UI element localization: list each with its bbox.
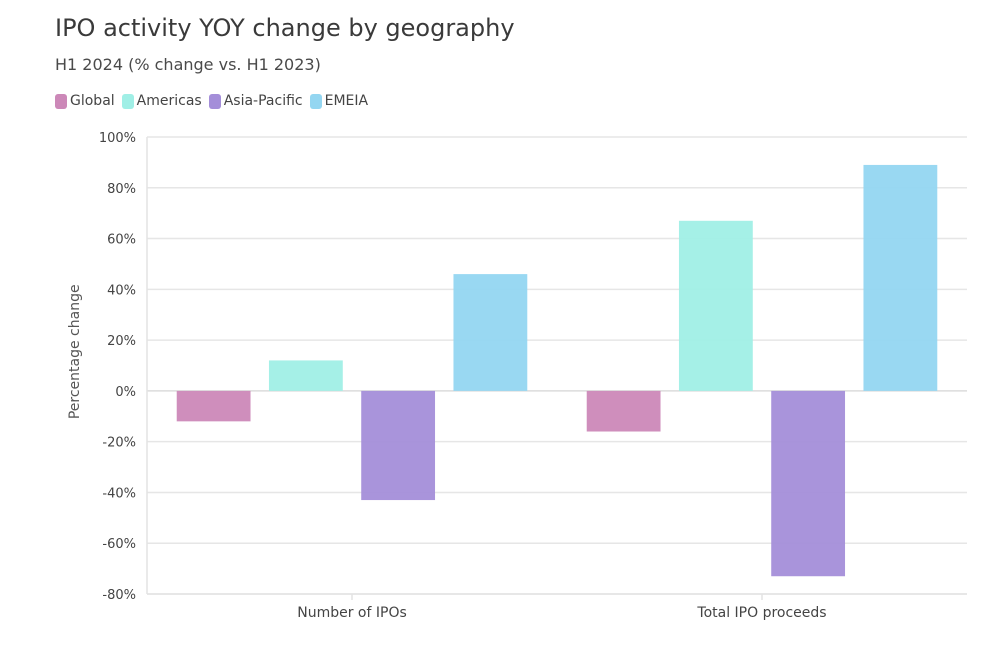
x-category-label-total-ipo-proceeds: Total IPO proceeds [696,605,826,621]
y-tick-label: 20% [107,334,136,349]
legend-swatch-asia-pacific [208,93,221,109]
bar-global-total-ipo-proceeds[interactable] [586,390,661,432]
bar-americas-number-of-ipos[interactable] [268,360,343,391]
axis-labels: -80% -60% -40% -20% 0% 20% 40% 60% 80% 100% Number… [67,131,827,621]
bar-emeia-number-of-ipos[interactable] [453,274,528,391]
y-tick-label: -40% [102,486,136,501]
chart-legend: Global Americas Asia-Pacific EMEIA [55,93,375,109]
y-tick-label: 40% [107,283,136,298]
legend-item-americas[interactable]: Americas [121,93,202,109]
y-tick-label: -80% [102,588,136,603]
legend-label-emeia: EMEIA [324,93,369,109]
legend-item-global[interactable]: Global [55,93,115,109]
bar-emeia-total-ipo-proceeds[interactable] [863,164,938,391]
bar-asia-pacific-total-ipo-proceeds[interactable] [771,390,846,577]
y-tick-label: 100% [99,131,136,146]
legend-swatch-emeia [309,93,322,109]
bar-global-number-of-ipos[interactable] [176,390,251,422]
legend-swatch-americas [121,93,134,109]
bar-americas-total-ipo-proceeds[interactable] [678,220,753,391]
y-tick-label: -20% [102,436,136,451]
bar-asia-pacific-number-of-ipos[interactable] [361,390,436,501]
bars [176,164,938,577]
y-tick-label: -60% [102,537,136,552]
legend-label-global: Global [70,93,115,109]
legend-label-asia-pacific: Asia-Pacific [223,93,303,109]
chart-title: IPO activity YOY change by geography [55,14,515,42]
y-tick-label: 60% [107,233,136,248]
legend-item-emeia[interactable]: EMEIA [309,93,369,109]
y-tick-label: 80% [107,182,136,197]
chart-subtitle: H1 2024 (% change vs. H1 2023) [55,55,321,74]
y-axis-title: Percentage change [67,284,83,419]
x-category-label-number-of-ipos: Number of IPOs [297,605,407,621]
y-tick-label: 0% [115,385,136,400]
legend-item-asia-pacific[interactable]: Asia-Pacific [208,93,303,109]
legend-swatch-global [55,93,67,109]
axes [146,137,967,600]
legend-label-americas: Americas [136,93,202,109]
